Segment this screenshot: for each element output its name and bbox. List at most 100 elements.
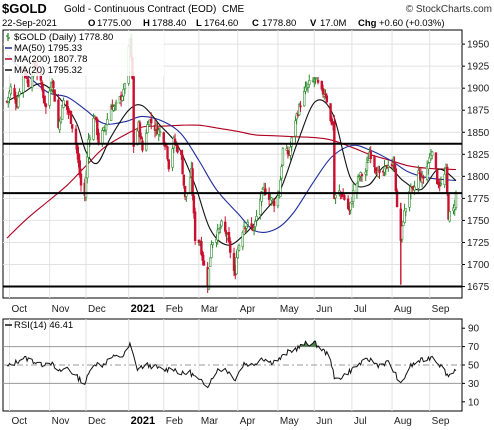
candle-body — [30, 74, 34, 88]
candle-body — [86, 156, 89, 179]
candle-body — [79, 173, 83, 186]
quote-change: +0.60 (+0.03%) — [379, 18, 445, 29]
candle-body — [146, 124, 149, 134]
candle-body — [325, 95, 329, 103]
price-y-tick-label: 1900 — [467, 84, 490, 95]
candle-body — [44, 103, 48, 108]
candle-body — [59, 117, 63, 123]
candle-body — [404, 208, 408, 212]
rsi-panel: 10 30 50 70 90 RSI(14) 46.41 — [2, 318, 480, 412]
candle-body — [121, 96, 124, 101]
candle-body — [166, 146, 169, 160]
candle-body — [403, 209, 406, 223]
candle-body — [139, 136, 143, 140]
candle-body — [167, 159, 170, 170]
rsi-y-tick-label: 90 — [468, 324, 480, 335]
candle-body — [374, 167, 377, 172]
candle-body — [171, 148, 174, 168]
price-y-axis: 1675 1700 1725 1750 1775 1800 1825 1850 1875 1900… — [462, 40, 490, 293]
price-y-tick-label: 1675 — [467, 282, 490, 293]
candle-body — [188, 177, 192, 193]
candle-body — [241, 232, 244, 248]
price-y-tick-label: 1775 — [467, 194, 490, 205]
candle-body — [252, 227, 256, 230]
month-label: Oct — [12, 416, 28, 427]
month-axis-bottom: Oct Nov Dec 2021 Feb Mar Apr May Jun Jul Aug Sep — [12, 415, 450, 427]
candle-body — [427, 162, 430, 170]
rsi-legend: RSI(14) 46.41 — [5, 320, 73, 331]
candle-body — [305, 87, 308, 89]
support-resistance-lines — [3, 142, 462, 288]
candle-body — [113, 105, 117, 108]
candle-body — [162, 132, 165, 145]
candle-body — [132, 76, 135, 147]
month-label: Apr — [240, 416, 256, 427]
candle-body — [92, 118, 95, 140]
quote-volume-label: V — [310, 18, 317, 29]
month-label: Aug — [394, 304, 412, 315]
rsi-line — [6, 340, 457, 389]
month-label: Aug — [394, 416, 412, 427]
rsi-overbought-fill — [129, 341, 322, 347]
candle-body — [138, 122, 142, 138]
candle-body — [334, 194, 337, 199]
candle-body — [346, 198, 350, 209]
candle-body — [349, 202, 352, 211]
rsi-overbought-area — [129, 341, 322, 347]
month-label: Jun — [316, 416, 332, 427]
legend-entry: MA(50) 1795.33 — [14, 43, 82, 54]
candle-body — [299, 105, 302, 108]
candle-body — [246, 221, 250, 225]
candle-body — [448, 211, 451, 222]
month-label: Sep — [432, 304, 450, 315]
legend-entry: MA(200) 1807.78 — [14, 54, 87, 65]
candle-body — [313, 80, 316, 82]
candle-body — [320, 80, 324, 90]
candle-body — [87, 138, 90, 158]
rsi-y-tick-label: 70 — [468, 342, 480, 353]
month-label: 2021 — [131, 303, 155, 315]
candle-body — [25, 77, 29, 79]
month-label: Feb — [166, 416, 184, 427]
candle-body — [281, 148, 285, 166]
rsi-legend-entry: RSI(14) 46.41 — [14, 320, 73, 331]
quote-close-label: C — [252, 18, 259, 29]
candle-body — [454, 193, 458, 208]
quote-date: 22-Sep-2021 — [2, 18, 57, 29]
candle-body — [290, 137, 293, 147]
month-axis-top: Oct Nov Dec 2021 Feb Mar Apr May Jun Jul Aug Sep — [12, 303, 450, 315]
candle-body — [434, 152, 438, 170]
candle-body — [224, 221, 227, 232]
exchange: CME — [222, 4, 245, 15]
candle-body — [182, 174, 186, 186]
rsi-series-line — [6, 340, 457, 389]
candle-body — [237, 245, 241, 251]
price-y-tick-label: 1700 — [467, 260, 490, 271]
candle-body — [158, 131, 162, 133]
candle-body — [395, 190, 399, 208]
candle-body — [254, 221, 257, 227]
quote-open: 1775.00 — [97, 18, 131, 29]
candle-body — [235, 257, 238, 275]
price-y-tick-label: 1950 — [467, 40, 490, 51]
candle-body — [259, 198, 262, 215]
candle-body — [52, 81, 55, 89]
candle-body — [57, 99, 60, 128]
candle-body — [40, 82, 44, 90]
candle-body — [192, 195, 196, 214]
candle-body — [358, 176, 361, 179]
quote-close: 1778.80 — [262, 18, 296, 29]
candle-body — [191, 168, 194, 196]
month-label: Mar — [201, 416, 219, 427]
price-y-tick-label: 1725 — [467, 238, 490, 249]
price-y-tick-label: 1800 — [467, 172, 490, 183]
month-label: May — [280, 416, 299, 427]
candle-body — [220, 220, 223, 227]
candle-body — [14, 98, 17, 104]
candle-body — [18, 91, 21, 96]
brand: © StockCharts.com — [406, 4, 492, 15]
candle-body — [435, 169, 439, 185]
candle-body — [294, 120, 297, 137]
legend-entry: MA(20) 1795.32 — [14, 65, 82, 76]
